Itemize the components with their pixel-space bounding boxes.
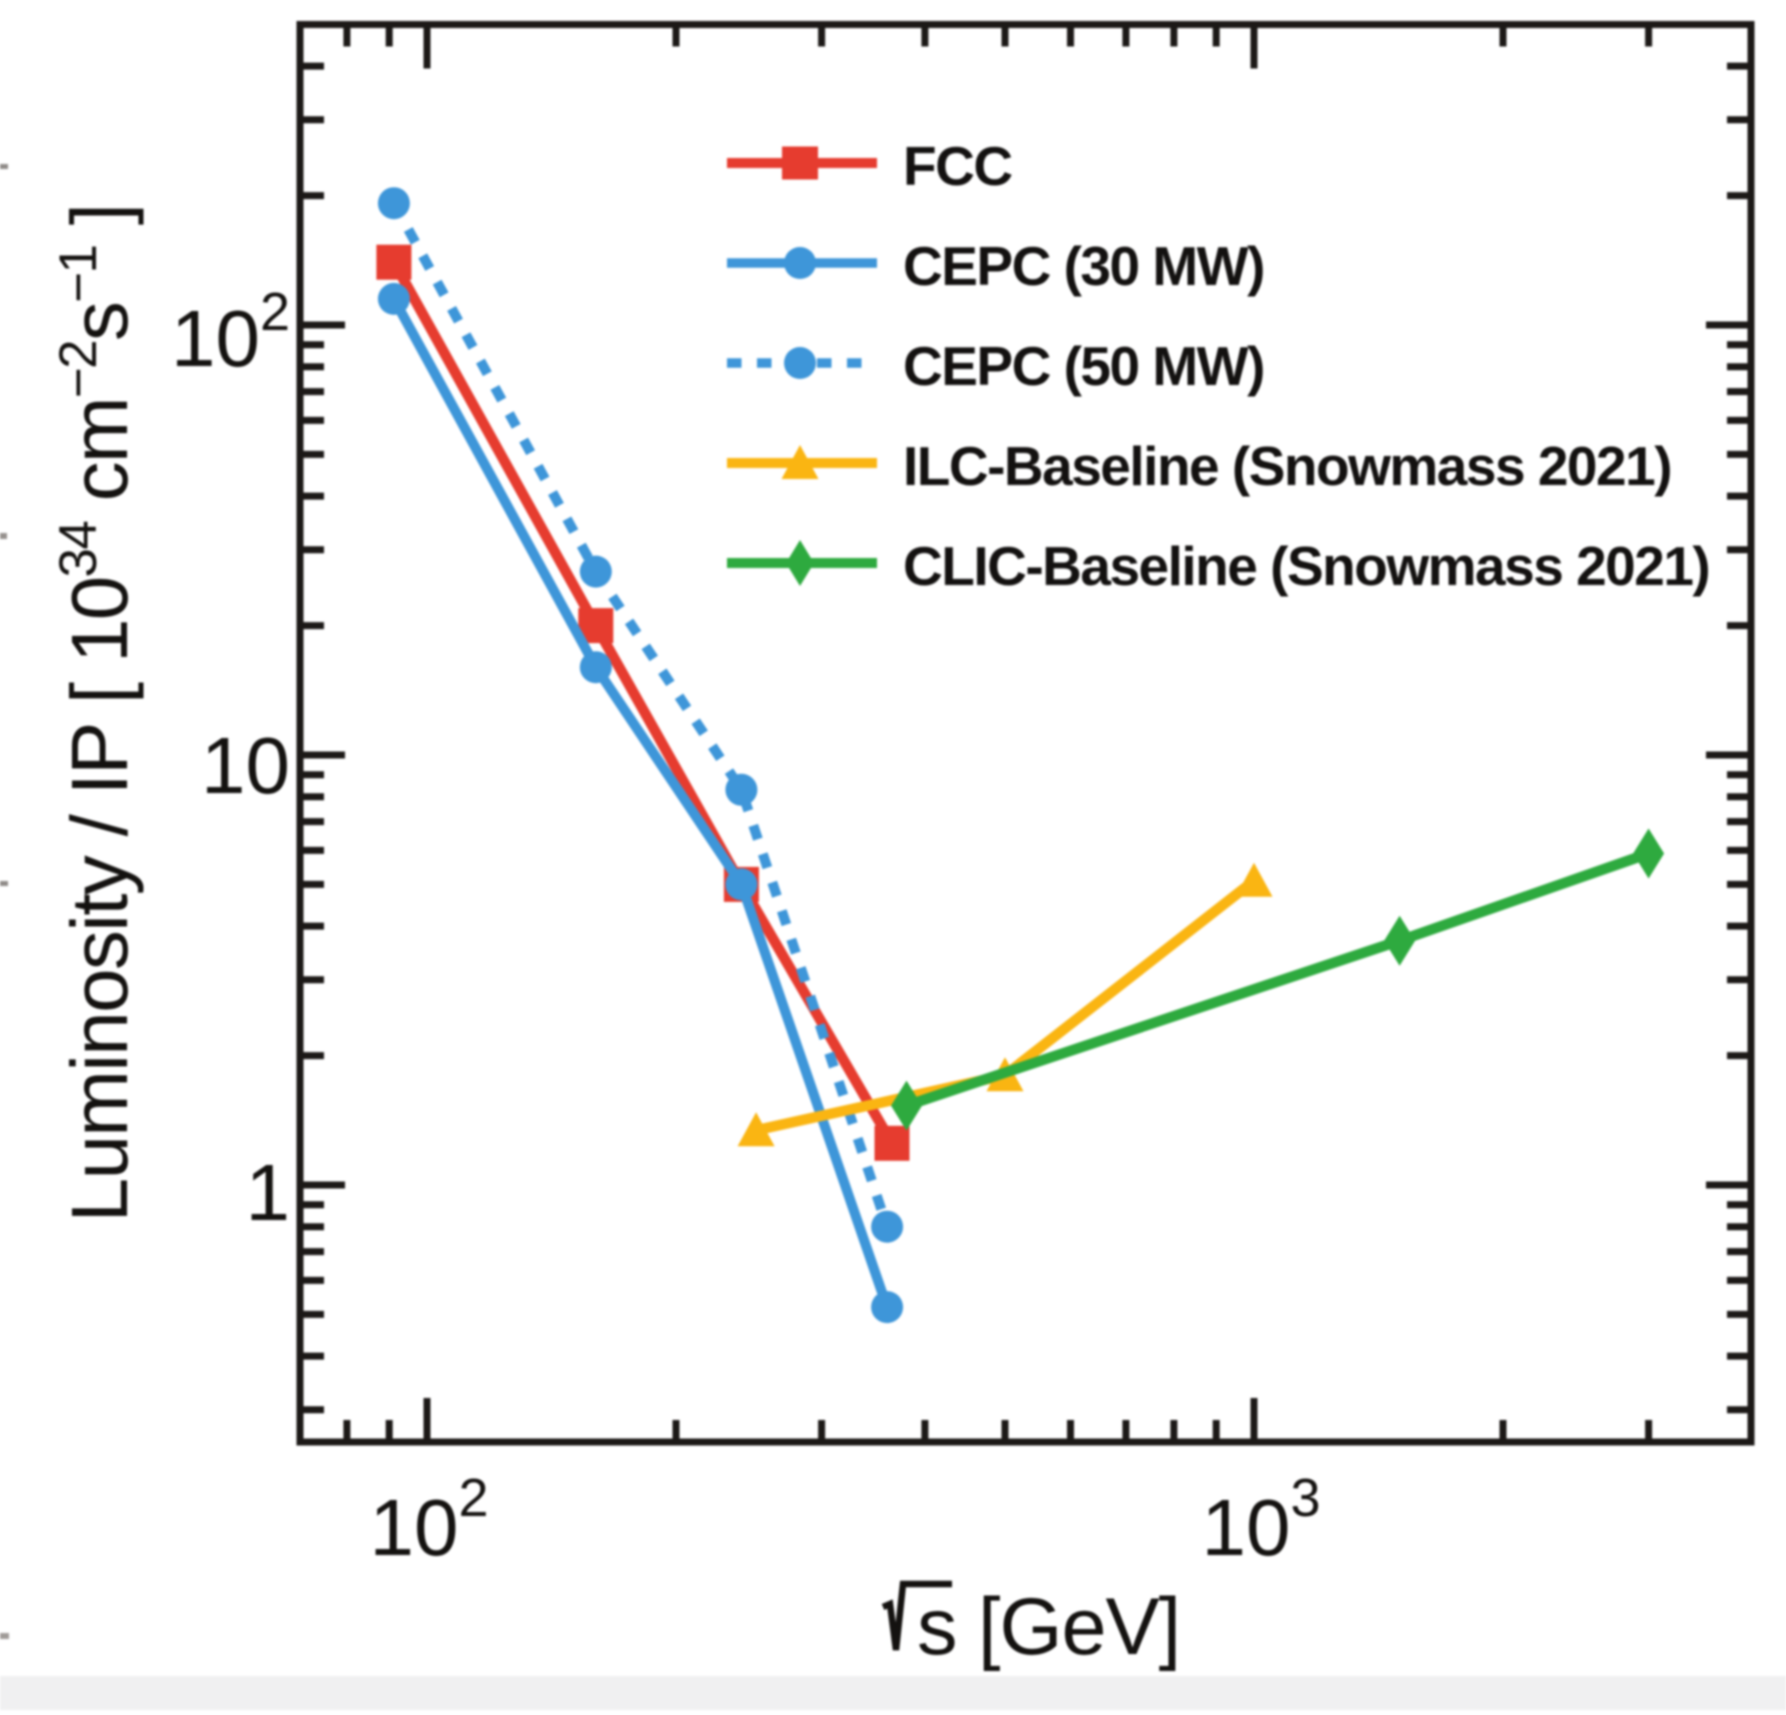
svg-text:FCC: FCC [903,135,1012,197]
svg-text:CEPC (30 MW): CEPC (30 MW) [903,235,1264,297]
svg-text:10: 10 [201,721,290,810]
svg-text:1: 1 [246,1148,291,1237]
svg-text:ILC-Baseline (Snowmass 2021): ILC-Baseline (Snowmass 2021) [903,435,1671,497]
svg-text:102: 102 [369,1468,488,1572]
svg-text:CLIC-Baseline (Snowmass 2021): CLIC-Baseline (Snowmass 2021) [903,535,1709,597]
svg-text:s [GeV]: s [GeV] [917,1582,1180,1672]
svg-text:CEPC (50 MW): CEPC (50 MW) [903,335,1264,397]
